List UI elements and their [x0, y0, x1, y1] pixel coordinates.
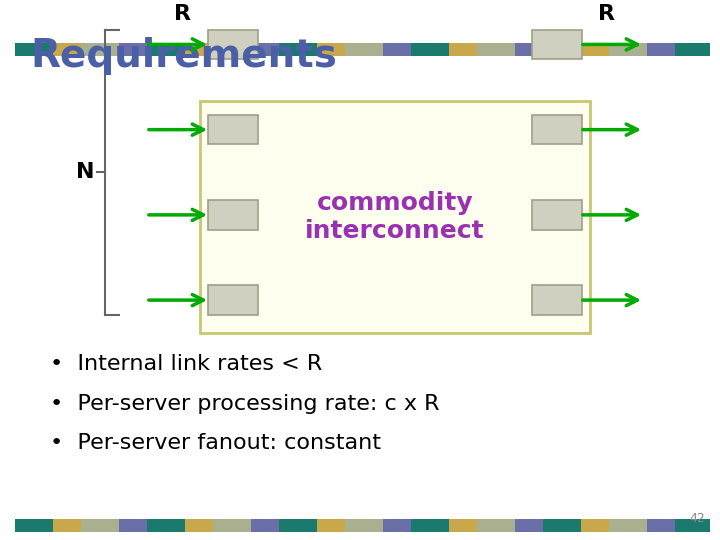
Bar [208, 200, 258, 230]
Bar [251, 519, 279, 532]
Bar [411, 519, 449, 532]
Bar [279, 519, 317, 532]
Bar [515, 43, 543, 56]
Bar [119, 519, 147, 532]
Bar [449, 519, 477, 532]
Bar [345, 43, 383, 56]
Text: •  Per-server processing rate: c x R: • Per-server processing rate: c x R [50, 394, 439, 414]
Bar [383, 519, 411, 532]
Bar [532, 285, 582, 315]
Text: 42: 42 [689, 512, 705, 525]
Bar [213, 519, 251, 532]
Bar [543, 519, 581, 532]
Bar [675, 43, 710, 56]
Bar [15, 519, 53, 532]
Bar [213, 43, 251, 56]
Bar [532, 115, 582, 145]
Bar [515, 519, 543, 532]
Bar [208, 30, 258, 59]
Bar [581, 519, 609, 532]
Text: N: N [76, 162, 94, 183]
Bar [345, 519, 383, 532]
Bar [279, 43, 317, 56]
Text: commodity
interconnect: commodity interconnect [305, 191, 485, 242]
Bar [81, 43, 119, 56]
Bar [317, 519, 345, 532]
Bar [200, 100, 590, 333]
Bar [543, 43, 581, 56]
Bar [477, 43, 515, 56]
Bar [208, 115, 258, 145]
Bar [185, 43, 213, 56]
Bar [532, 30, 582, 59]
Bar [53, 519, 81, 532]
Bar [317, 43, 345, 56]
Bar [609, 43, 647, 56]
Bar [581, 43, 609, 56]
Text: R: R [174, 4, 192, 24]
Text: R: R [598, 4, 616, 24]
Bar [449, 43, 477, 56]
Bar [81, 519, 119, 532]
Text: Requirements: Requirements [30, 37, 337, 75]
Text: •  Per-server fanout: constant: • Per-server fanout: constant [50, 433, 381, 453]
Bar [251, 43, 279, 56]
Bar [383, 43, 411, 56]
Bar [15, 43, 53, 56]
Bar [675, 519, 710, 532]
Bar [119, 43, 147, 56]
Bar [647, 43, 675, 56]
Bar [477, 519, 515, 532]
Bar [609, 519, 647, 532]
Text: •  Internal link rates < R: • Internal link rates < R [50, 354, 323, 374]
Bar [411, 43, 449, 56]
Bar [647, 519, 675, 532]
Bar [147, 519, 185, 532]
Bar [185, 519, 213, 532]
Bar [53, 43, 81, 56]
Bar [147, 43, 185, 56]
Bar [532, 200, 582, 230]
Bar [208, 285, 258, 315]
